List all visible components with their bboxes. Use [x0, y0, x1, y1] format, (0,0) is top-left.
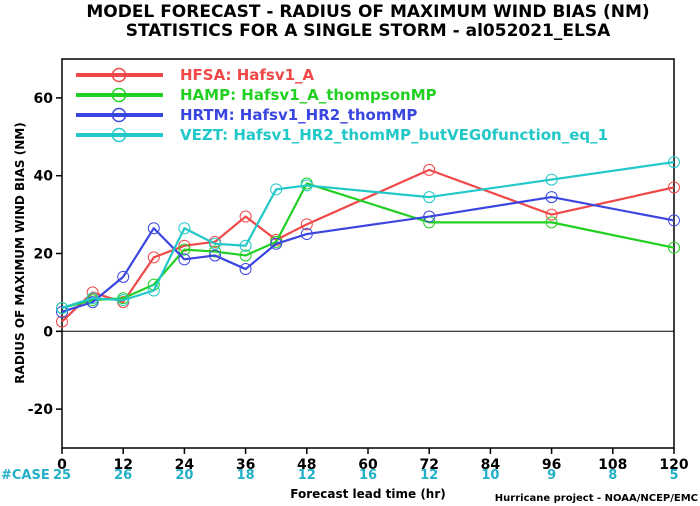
series-point-2 [239, 263, 252, 276]
series-point-0 [56, 315, 68, 328]
y-tick-label: 20 [34, 247, 54, 263]
series-point-0 [300, 218, 313, 231]
x-tick-label: 84 [481, 457, 501, 473]
y-tick-label: 40 [34, 169, 54, 185]
series-layer [56, 156, 680, 328]
x-tick-label: 24 [175, 457, 195, 473]
x-tick-label: 12 [113, 457, 132, 473]
case-count-row: #CASE 25 26 20 18 12 16 12 10 9 8 5 [1, 468, 679, 483]
series-point-3 [270, 183, 283, 196]
series-line-2 [61, 195, 675, 313]
y-axis-ticks: -20 0 20 40 60 [28, 91, 62, 418]
legend-marker [111, 87, 127, 103]
legend-label: VEZT: Hafsv1_HR2_thomMP_butVEG0function_… [180, 126, 608, 144]
x-tick-label: 120 [659, 457, 688, 473]
case-count: 12 [420, 468, 438, 483]
x-tick-label: 96 [542, 457, 561, 473]
case-count: 20 [175, 468, 193, 483]
series-point-2 [668, 214, 680, 227]
y-tick-label: -20 [28, 402, 54, 418]
series-point-2 [300, 228, 313, 241]
legend-label: HFSA: Hafsv1_A [180, 66, 315, 84]
series-point-2 [56, 305, 68, 318]
series-point-3 [239, 239, 252, 252]
legend-marker [111, 127, 127, 143]
series-point-2 [86, 296, 99, 309]
plot-area: HFSA: Hafsv1_A HAMP: Hafsv1_A_thompsonMP H… [56, 58, 680, 449]
x-axis-ticks: 0 12 24 36 48 60 72 84 96 108 120 [57, 448, 689, 473]
x-axis-label: Forecast lead time (hr) [290, 487, 446, 501]
case-count: 10 [481, 468, 499, 483]
case-count: 9 [547, 468, 556, 483]
series-point-3 [147, 284, 160, 297]
legend-marker [111, 107, 127, 123]
chart-title-line1: MODEL FORECAST - RADIUS OF MAXIMUM WIND … [86, 2, 649, 22]
series-point-0 [239, 210, 252, 223]
series-point-2 [117, 270, 130, 283]
legend-label: HRTM: Hafsv1_HR2_thomMP [180, 106, 417, 124]
series-point-3 [668, 156, 680, 169]
case-count: 8 [608, 468, 617, 483]
case-count: 16 [359, 468, 377, 483]
x-tick-label: 108 [598, 457, 627, 473]
series-point-1 [545, 216, 558, 229]
series-point-2 [545, 191, 558, 204]
series-point-3 [86, 292, 99, 305]
x-tick-label: 48 [297, 457, 316, 473]
series-point-1 [239, 249, 252, 262]
series-point-3 [117, 294, 130, 307]
series-point-0 [545, 208, 558, 221]
credit-text: Hurricane project - NOAA/NCEP/EMC [495, 493, 698, 504]
x-tick-label: 36 [236, 457, 255, 473]
series-point-3 [209, 237, 221, 250]
case-count: 12 [298, 468, 316, 483]
series-point-1 [209, 245, 221, 258]
series-point-1 [178, 243, 191, 256]
series-point-3 [423, 191, 436, 204]
series-point-2 [423, 210, 436, 223]
x-tick-label: 72 [419, 457, 438, 473]
series-point-2 [209, 249, 221, 262]
chart-title-line2: STATISTICS FOR A SINGLE STORM - al052021… [126, 21, 611, 41]
case-count: 26 [114, 468, 132, 483]
case-count: 5 [669, 468, 678, 483]
legend: HFSA: Hafsv1_A HAMP: Hafsv1_A_thompsonMP H… [76, 66, 608, 144]
y-tick-label: 0 [43, 324, 53, 340]
series-point-0 [423, 163, 436, 176]
series-point-3 [178, 222, 191, 235]
legend-label: HAMP: Hafsv1_A_thompsonMP [180, 86, 437, 104]
series-point-2 [147, 222, 160, 235]
series-point-1 [668, 241, 680, 254]
series-point-3 [56, 301, 68, 314]
case-label: #CASE [1, 468, 50, 483]
x-tick-label: 0 [57, 457, 67, 473]
case-count: 18 [237, 468, 255, 483]
case-count: 25 [53, 468, 71, 483]
series-point-2 [178, 253, 191, 266]
series-point-3 [300, 179, 313, 192]
y-tick-label: 60 [34, 91, 54, 107]
series-point-3 [545, 173, 558, 186]
series-point-0 [147, 251, 160, 264]
series-point-0 [668, 181, 680, 194]
legend-marker [111, 67, 127, 83]
x-tick-label: 60 [358, 457, 378, 473]
y-axis-label: RADIUS OF MAXIMUM WIND BIAS (NM) [13, 122, 27, 383]
series-point-2 [270, 237, 283, 250]
